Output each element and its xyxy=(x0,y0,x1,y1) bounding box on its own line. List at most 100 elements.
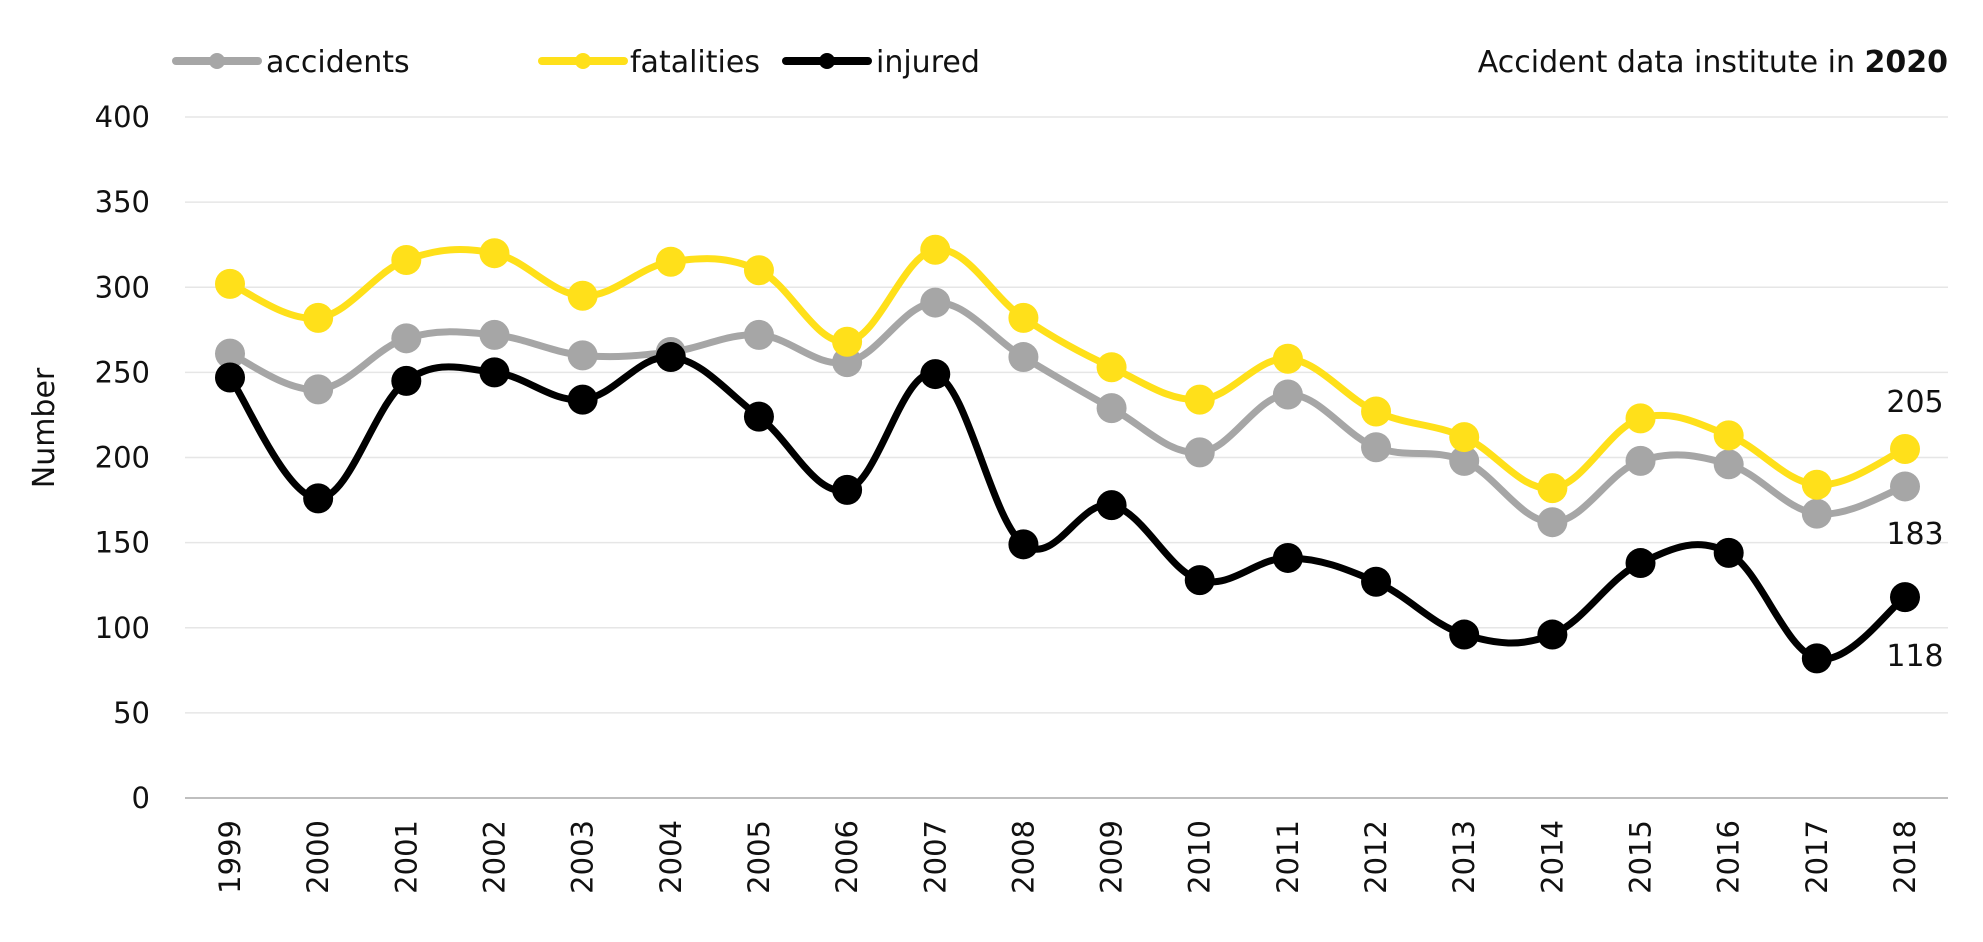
point-accidents-2008 xyxy=(1008,342,1039,373)
point-fatalities-2011 xyxy=(1272,343,1303,374)
point-injured-2010 xyxy=(1184,565,1215,596)
y-tick-label-300: 300 xyxy=(95,270,150,304)
point-fatalities-2012 xyxy=(1361,396,1392,427)
point-fatalities-2016 xyxy=(1713,420,1744,451)
x-tick-label-2018: 2018 xyxy=(1888,820,1922,894)
series-injured xyxy=(215,342,1920,674)
point-accidents-2017 xyxy=(1801,498,1832,529)
x-tick-label-2015: 2015 xyxy=(1624,820,1658,894)
point-injured-2001 xyxy=(391,365,422,396)
point-accidents-2016 xyxy=(1713,449,1744,480)
series-fatalities xyxy=(215,234,1920,504)
legend-marker-accidents xyxy=(209,53,225,69)
point-fatalities-2000 xyxy=(303,302,334,333)
series-accidents xyxy=(215,287,1920,538)
y-tick-label-400: 400 xyxy=(95,100,150,134)
x-tick-label-2001: 2001 xyxy=(389,820,423,894)
point-injured-2015 xyxy=(1625,548,1656,579)
point-accidents-2014 xyxy=(1537,507,1568,538)
point-fatalities-2009 xyxy=(1096,352,1127,383)
point-injured-2004 xyxy=(655,342,686,373)
x-tick-label-2013: 2013 xyxy=(1447,820,1481,894)
point-fatalities-2015 xyxy=(1625,403,1656,434)
legend-marker-fatalities xyxy=(575,53,591,69)
point-injured-1999 xyxy=(215,362,245,393)
point-accidents-2018 xyxy=(1890,471,1920,502)
legend: accidents fatalities injured xyxy=(172,45,980,80)
point-injured-2012 xyxy=(1361,566,1392,597)
y-tick-label-50: 50 xyxy=(113,696,150,730)
x-tick-label-2009: 2009 xyxy=(1095,820,1129,894)
x-tick-label-2016: 2016 xyxy=(1712,820,1746,894)
source-note-text: Accident data institute in xyxy=(1478,45,1865,80)
point-fatalities-2008 xyxy=(1008,302,1039,333)
x-tick-label-2003: 2003 xyxy=(566,820,600,894)
point-fatalities-2001 xyxy=(391,245,422,276)
point-fatalities-2018 xyxy=(1890,433,1920,464)
y-tick-label-250: 250 xyxy=(95,355,150,389)
x-tick-label-2007: 2007 xyxy=(918,820,952,894)
point-fatalities-2010 xyxy=(1184,384,1215,415)
legend-marker-injured xyxy=(819,53,835,69)
x-tick-label-2012: 2012 xyxy=(1359,820,1393,894)
y-tick-label-350: 350 xyxy=(95,185,150,219)
end-label-fatalities: 205 xyxy=(1886,385,1943,420)
series-layer xyxy=(215,234,1920,674)
x-tick-label-2005: 2005 xyxy=(742,820,776,894)
point-fatalities-2003 xyxy=(567,280,598,311)
x-tick-label-2006: 2006 xyxy=(830,820,864,894)
point-fatalities-1999 xyxy=(215,268,245,299)
y-tick-label-200: 200 xyxy=(95,441,150,475)
point-injured-2007 xyxy=(920,359,951,390)
x-tick-label-1999: 1999 xyxy=(213,820,247,894)
end-label-injured: 118 xyxy=(1886,639,1943,674)
y-tick-label-100: 100 xyxy=(95,611,150,645)
x-tick-label-2017: 2017 xyxy=(1800,820,1834,894)
point-accidents-2002 xyxy=(479,319,510,350)
legend-item-injured: injured xyxy=(782,45,980,80)
legend-item-fatalities: fatalities xyxy=(538,45,760,80)
x-tick-label-2014: 2014 xyxy=(1535,820,1569,894)
x-tick-label-2008: 2008 xyxy=(1006,820,1040,894)
legend-label-injured: injured xyxy=(876,45,980,80)
point-injured-2005 xyxy=(743,401,774,432)
point-accidents-2013 xyxy=(1449,445,1480,476)
point-fatalities-2005 xyxy=(743,255,774,286)
line-injured xyxy=(226,353,1909,663)
point-accidents-2005 xyxy=(743,319,774,350)
point-injured-2018 xyxy=(1890,582,1920,613)
x-tick-label-2002: 2002 xyxy=(477,820,511,894)
point-accidents-2015 xyxy=(1625,445,1656,476)
y-tick-label-150: 150 xyxy=(95,526,150,560)
point-fatalities-2006 xyxy=(832,326,863,357)
point-accidents-2011 xyxy=(1272,379,1303,410)
x-axis-ticks: 1999 2000 2001 2002 2003 2004 2005 2006 2007 2008… xyxy=(213,820,1922,894)
point-accidents-2001 xyxy=(391,323,422,354)
point-accidents-2003 xyxy=(567,340,598,371)
y-tick-label-0: 0 xyxy=(132,781,150,815)
x-tick-label-2004: 2004 xyxy=(654,820,688,894)
point-injured-2003 xyxy=(567,384,598,415)
point-fatalities-2014 xyxy=(1537,473,1568,504)
point-injured-2002 xyxy=(479,357,510,388)
source-note: Accident data institute in 2020 xyxy=(1478,45,1948,80)
end-label-accidents: 183 xyxy=(1886,517,1943,552)
point-injured-2014 xyxy=(1537,619,1568,650)
point-fatalities-2017 xyxy=(1801,469,1832,500)
x-tick-label-2000: 2000 xyxy=(301,820,335,894)
y-axis-title: Number xyxy=(27,367,62,488)
point-accidents-1999 xyxy=(215,338,245,369)
point-injured-2013 xyxy=(1449,619,1480,650)
point-fatalities-2013 xyxy=(1449,422,1480,453)
point-fatalities-2004 xyxy=(655,246,686,277)
point-injured-2011 xyxy=(1272,542,1303,573)
point-injured-2017 xyxy=(1801,643,1832,674)
source-note-year: 2020 xyxy=(1865,45,1949,80)
point-accidents-2010 xyxy=(1184,437,1215,468)
point-injured-2006 xyxy=(832,474,863,505)
point-accidents-2012 xyxy=(1361,432,1392,463)
point-fatalities-2007 xyxy=(920,234,951,265)
point-accidents-2000 xyxy=(303,374,334,405)
point-accidents-2009 xyxy=(1096,393,1127,424)
